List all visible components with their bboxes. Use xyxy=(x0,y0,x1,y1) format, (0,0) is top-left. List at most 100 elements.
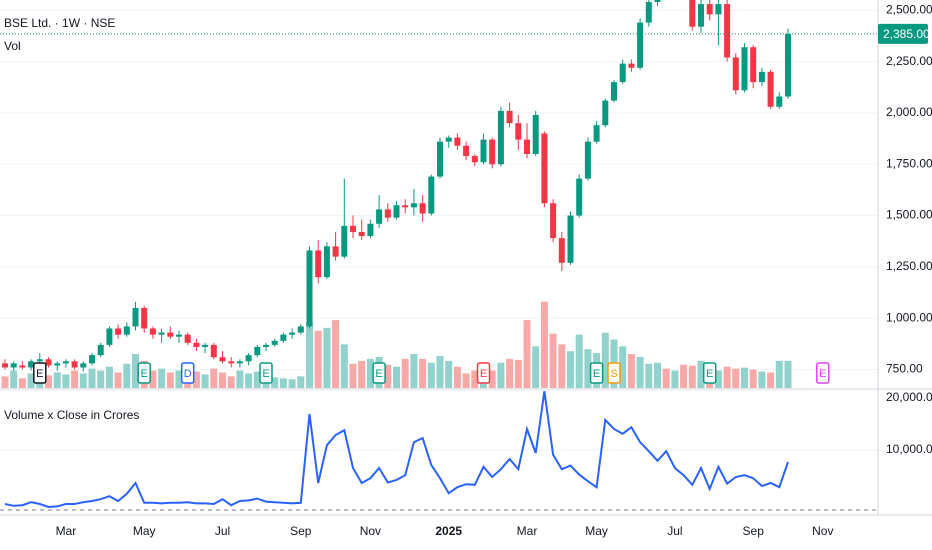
candle-body xyxy=(384,209,391,218)
event-badge xyxy=(372,362,386,384)
candle-body xyxy=(645,2,652,23)
candle-body xyxy=(289,332,296,335)
event-label: E xyxy=(262,368,269,380)
candle-body xyxy=(428,176,435,214)
candle-body xyxy=(332,246,339,257)
last-price-label: 2,385.00 xyxy=(883,27,930,41)
x-tick-label: May xyxy=(585,524,608,538)
candle-body xyxy=(315,250,322,278)
volume-bar xyxy=(279,378,287,388)
volume-bar xyxy=(166,372,174,388)
candle-body xyxy=(637,22,644,68)
x-tick-label: May xyxy=(133,524,156,538)
volume-bar xyxy=(62,374,70,388)
volume-bar xyxy=(723,366,731,388)
volume-bar xyxy=(488,370,496,388)
event-marker: E xyxy=(259,362,273,384)
candle-body xyxy=(393,205,400,218)
candle-body xyxy=(123,326,130,335)
candle-body xyxy=(306,250,313,327)
indicator-title: Volume x Close in Crores xyxy=(4,408,139,422)
volume-bar xyxy=(419,358,427,388)
event-badge xyxy=(180,362,195,384)
y-tick-label: 1,750.00 xyxy=(886,156,932,170)
candle-body xyxy=(541,133,548,204)
volume-bar xyxy=(149,370,157,388)
event-badge xyxy=(607,362,621,384)
event-label: E xyxy=(375,368,382,380)
volume-bar xyxy=(410,354,418,388)
candle-body xyxy=(532,114,539,154)
volume-bar xyxy=(514,359,522,388)
volume-bar xyxy=(10,370,18,388)
candle-body xyxy=(619,63,626,83)
volume-bar xyxy=(132,354,139,388)
volume-bar xyxy=(71,370,79,388)
candle-body xyxy=(210,344,217,358)
volume-bar xyxy=(366,358,374,388)
volume-bar xyxy=(749,369,757,388)
event-label: E xyxy=(706,368,713,380)
candle-body xyxy=(410,203,417,208)
x-tick-label: Jul xyxy=(215,524,230,538)
candle-body xyxy=(280,334,287,341)
event-marker: E xyxy=(702,362,717,384)
volume-bar xyxy=(697,360,705,388)
candle-body xyxy=(750,47,757,83)
volume-bar xyxy=(271,377,279,388)
event-label: E xyxy=(593,368,600,380)
volume-bar xyxy=(253,371,261,388)
candle-body xyxy=(219,357,226,362)
candle-body xyxy=(524,139,530,154)
volume-bar xyxy=(523,320,531,388)
x-tick-label: Nov xyxy=(360,524,381,538)
candle-body xyxy=(106,328,113,345)
candle-body xyxy=(62,361,69,364)
candle-body xyxy=(497,110,504,165)
candle-body xyxy=(776,96,783,107)
candle-body xyxy=(132,307,139,327)
event-marker: E xyxy=(372,362,386,384)
volume-bar xyxy=(732,368,740,388)
volume-bar xyxy=(558,344,566,388)
event-badge xyxy=(137,362,151,384)
volume-bar xyxy=(601,332,609,388)
event-marker: E xyxy=(816,362,830,384)
candle-body xyxy=(741,47,748,91)
volume-bar xyxy=(123,363,131,388)
candle-body xyxy=(350,225,356,232)
candle-body xyxy=(341,225,348,257)
event-label: E xyxy=(141,368,148,380)
volume-bar xyxy=(245,373,253,388)
event-marker: E xyxy=(476,362,491,384)
volume-bar xyxy=(332,320,340,388)
candle-body xyxy=(489,139,496,165)
event-label: E xyxy=(36,368,43,380)
candle-body xyxy=(228,361,235,364)
candle-body xyxy=(506,110,513,124)
x-tick-label: Mar xyxy=(517,524,538,538)
candle-body xyxy=(28,361,35,368)
candle-body xyxy=(654,0,661,3)
volume-bar xyxy=(53,372,61,388)
volume-bar xyxy=(662,368,670,388)
volume-bar xyxy=(741,367,748,388)
y-tick-label: 1,250.00 xyxy=(886,259,932,273)
volume-bar xyxy=(97,370,105,388)
volume-bar xyxy=(445,360,453,388)
x-tick-label: Sep xyxy=(743,524,765,538)
volume-bar xyxy=(401,358,409,388)
candle-body xyxy=(45,359,52,366)
event-label: E xyxy=(819,368,826,380)
volume-bar xyxy=(436,355,444,388)
event-badge xyxy=(33,362,47,384)
volume-bar xyxy=(680,364,688,388)
volume-bar xyxy=(462,373,470,388)
event-badge xyxy=(589,362,604,384)
volume-bar xyxy=(358,360,366,388)
candle-body xyxy=(419,203,426,214)
event-marker: S xyxy=(607,362,621,384)
candle-body xyxy=(602,100,609,126)
candle-body xyxy=(724,4,731,58)
candle-body xyxy=(376,209,383,224)
